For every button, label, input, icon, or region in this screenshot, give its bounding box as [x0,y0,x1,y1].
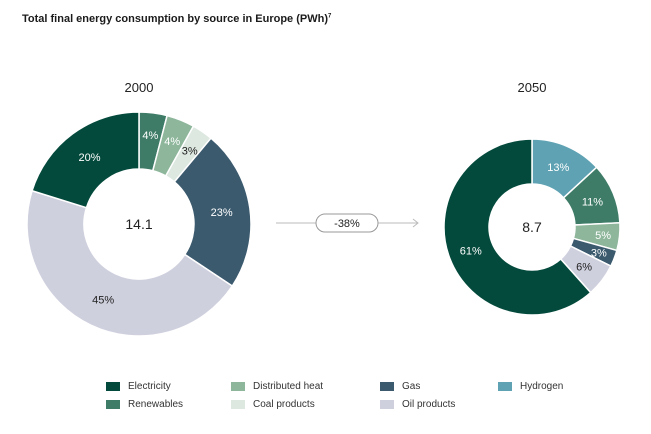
legend-swatch [106,400,120,409]
arrow-head [412,218,419,228]
donut-2050: 13% 11% 5% 3% 6% 61% 8.7 2050 [443,80,621,316]
legend-label: Gas [402,381,421,392]
center-value: 14.1 [125,216,152,232]
legend-label: Oil products [402,399,456,410]
slice-oil-products [26,189,234,337]
legend-label: Coal products [253,399,315,410]
change-arrow: -38% [276,213,419,233]
legend-item-renewables: Renewables [106,399,183,410]
legend-swatch [231,382,245,391]
legend-item-oil-products: Oil products [380,399,455,410]
center-value: 8.7 [522,219,542,235]
slice-label: 13% [547,162,569,174]
slice-label: 4% [164,136,180,148]
slice-label: 23% [211,207,233,219]
change-badge [315,213,379,233]
legend-swatch [106,382,120,391]
change-label: -38% [334,218,360,230]
title-footnote: 7 [328,13,332,20]
legend-label: Electricity [128,381,171,392]
slice-label: 45% [92,294,114,306]
slice-gas [173,137,252,288]
slice-label: 3% [182,145,198,157]
legend-item-electricity: Electricity [106,381,171,392]
slice-label: 11% [582,197,603,209]
legend-label: Renewables [128,399,184,410]
legend-swatch [231,400,245,409]
slice-label: 6% [576,262,592,274]
slice-label: 5% [595,230,611,242]
legend-item-coal-products: Coal products [231,399,315,410]
slice-electricity [443,138,592,316]
slice-label: 61% [460,245,482,257]
slice-label: 3% [591,248,607,260]
legend-item-gas: Gas [380,381,420,392]
slice-label: 4% [142,130,158,142]
chart-title: Total final energy consumption by source… [22,13,332,25]
slice-electricity [31,111,140,209]
legend-item-hydrogen: Hydrogen [498,381,563,392]
slice-label: 20% [78,152,100,164]
chart-year-title: 2050 [518,80,547,95]
legend-swatch [380,382,394,391]
legend-label: Distributed heat [253,381,324,392]
legend-label: Hydrogen [520,381,564,392]
legend-swatch [380,400,394,409]
chart-year-title: 2000 [125,80,154,95]
legend-item-distributed-heat: Distributed heat [231,381,323,392]
legend-swatch [498,382,512,391]
